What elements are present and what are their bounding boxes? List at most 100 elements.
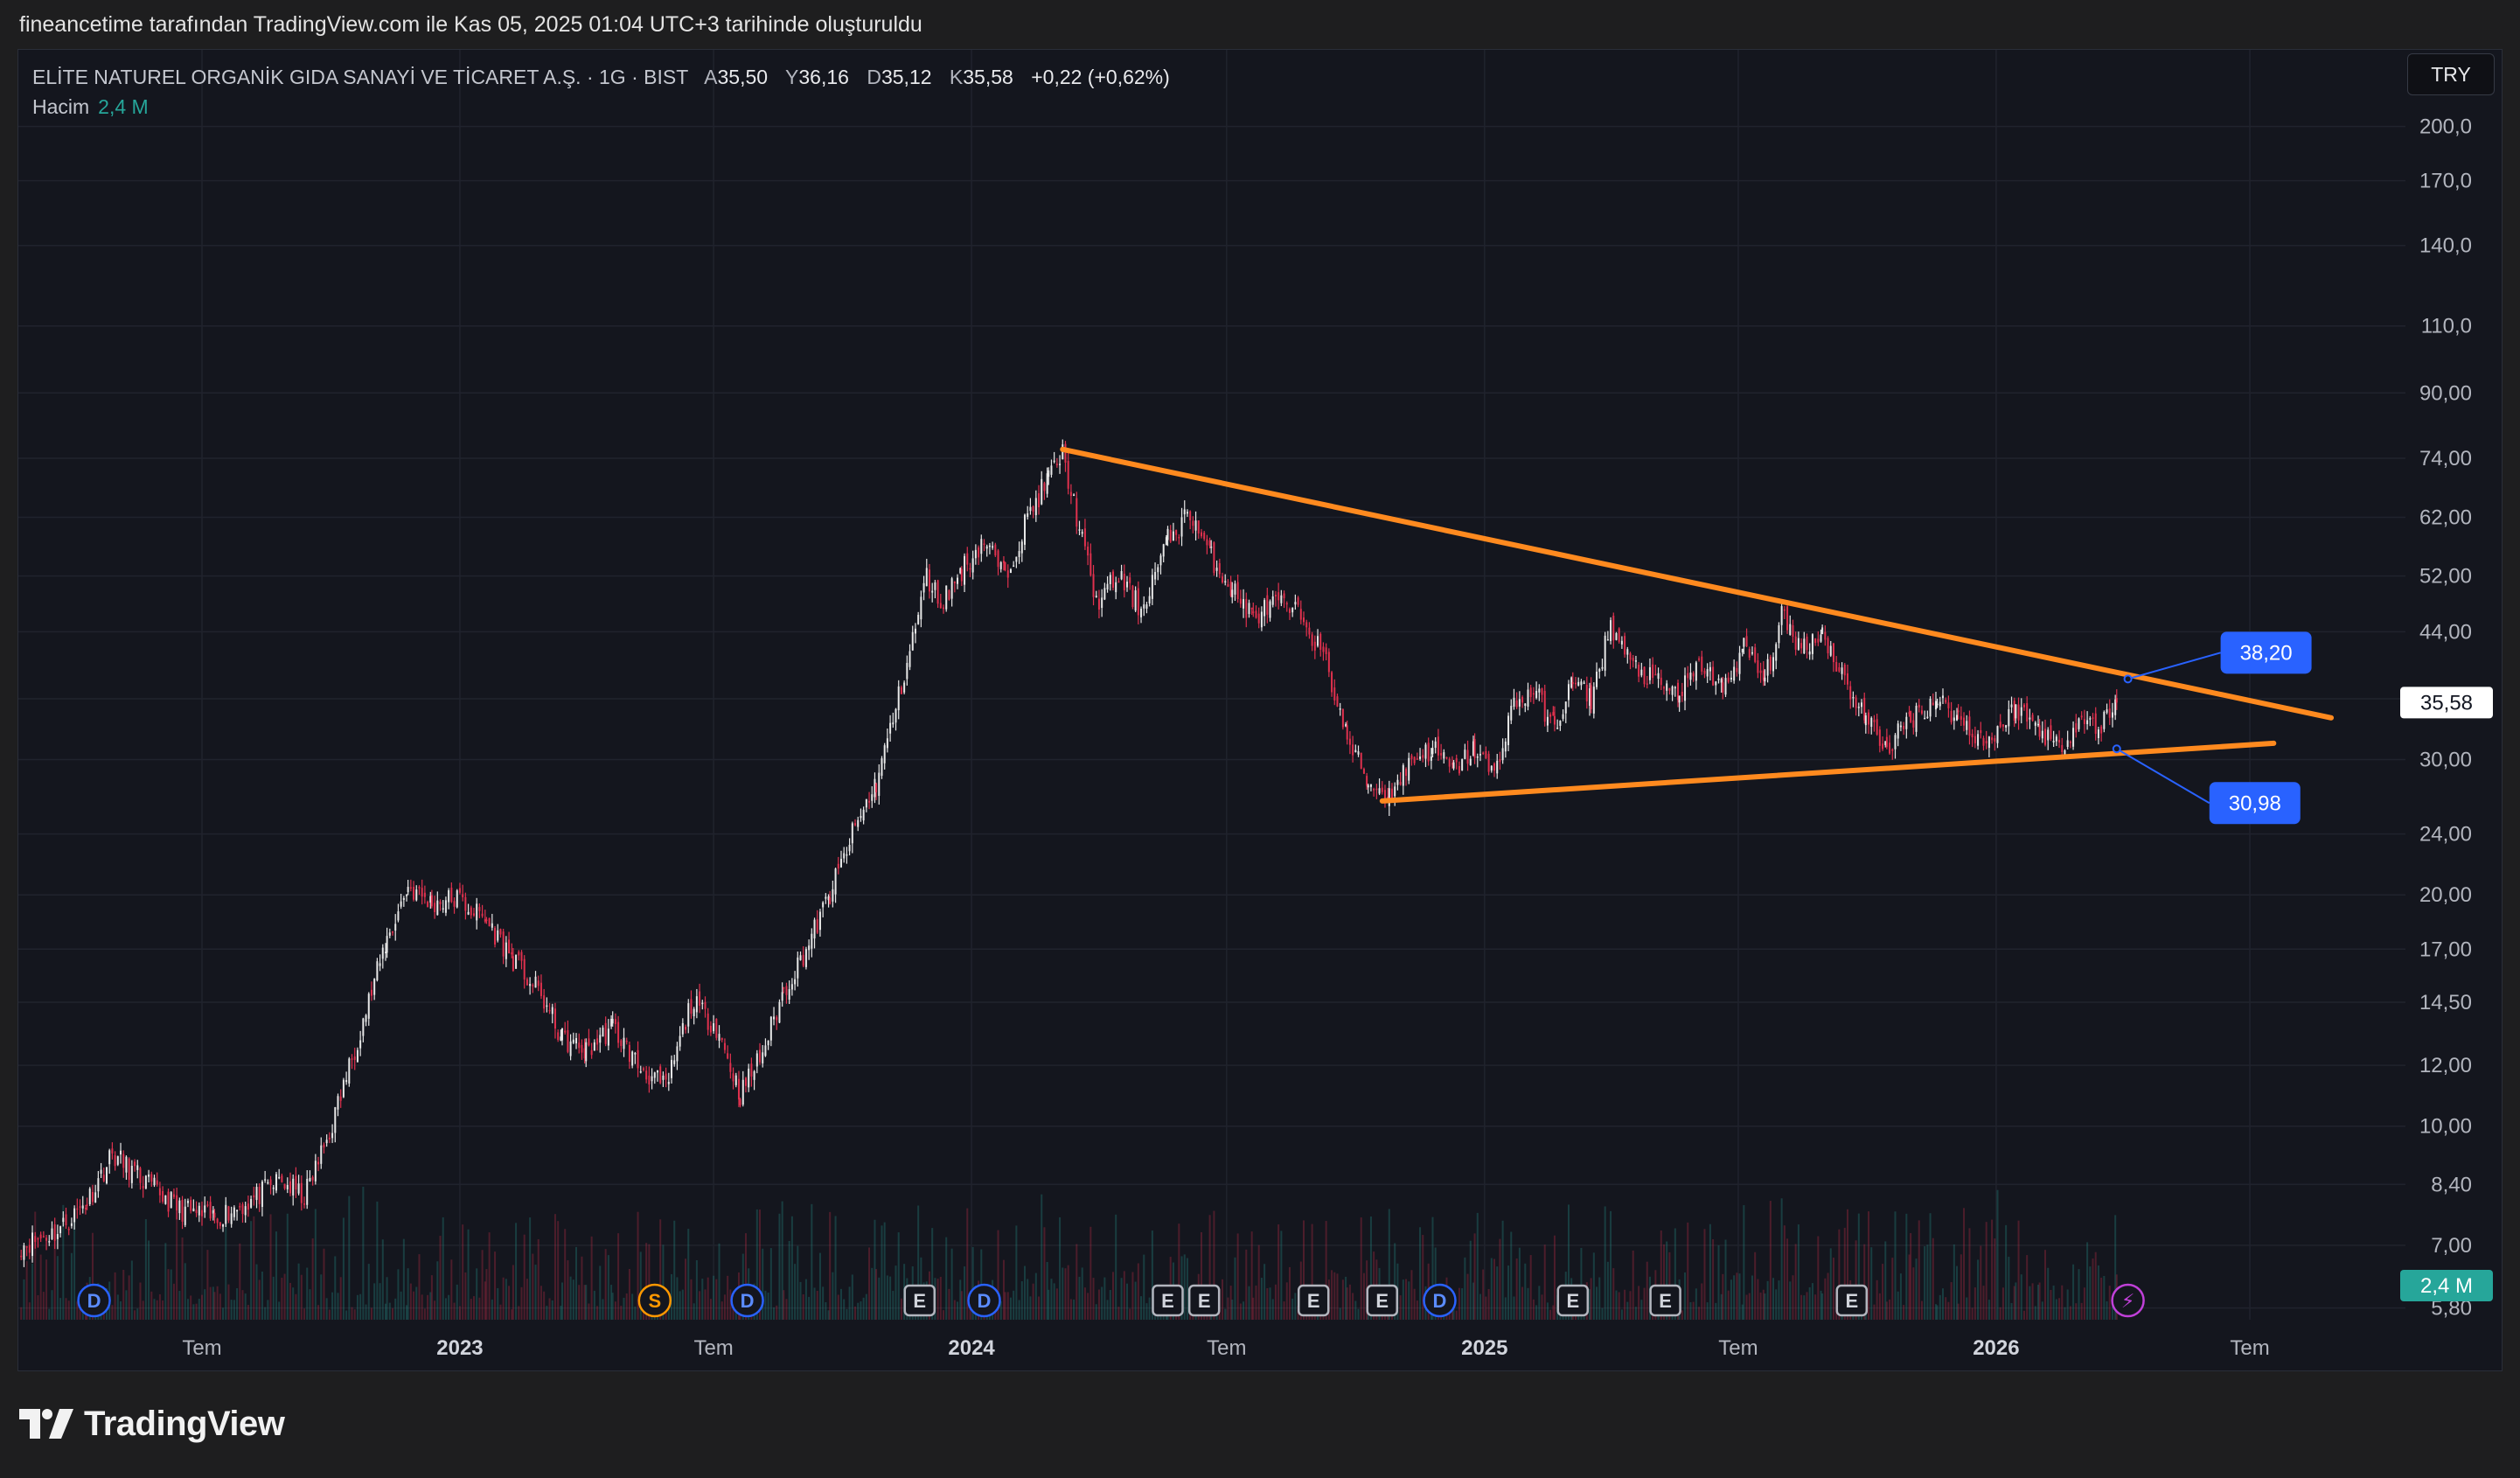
candle-body xyxy=(20,1255,23,1258)
volume-bar xyxy=(1730,1279,1732,1320)
candle-body xyxy=(985,546,988,549)
candle-body xyxy=(1165,537,1167,546)
candle-body xyxy=(1339,708,1341,710)
candle-body xyxy=(2080,715,2083,718)
candle-body xyxy=(829,897,832,904)
candle-body xyxy=(994,544,997,556)
candle-body xyxy=(148,1175,150,1177)
earnings-marker[interactable] xyxy=(903,1284,936,1317)
candle-body xyxy=(518,952,520,956)
candle-body xyxy=(966,553,969,565)
volume-bar xyxy=(1817,1236,1820,1320)
candle-body xyxy=(65,1214,67,1226)
candle-body xyxy=(1604,635,1606,671)
volume-bar xyxy=(1434,1247,1437,1320)
candle-body xyxy=(1154,572,1157,580)
candle-body xyxy=(988,545,991,547)
y-tick-label: 110,0 xyxy=(2421,315,2472,338)
volume-bar xyxy=(1280,1231,1283,1320)
volume-bar xyxy=(1224,1308,1227,1320)
volume-bar xyxy=(339,1277,342,1320)
earnings-marker[interactable] xyxy=(1366,1284,1399,1317)
candle-body xyxy=(448,889,450,903)
volume-bar xyxy=(1897,1291,1899,1320)
volume-bar xyxy=(1331,1270,1333,1320)
candle-body xyxy=(602,1028,604,1037)
candle-body xyxy=(94,1192,97,1203)
candle-body xyxy=(1366,776,1368,786)
split-marker[interactable] xyxy=(637,1283,672,1318)
dividend-marker[interactable] xyxy=(1423,1283,1457,1318)
candle-body xyxy=(1717,678,1720,680)
candle-body xyxy=(781,992,783,1001)
candle-body xyxy=(1131,585,1134,608)
candle-body xyxy=(1950,710,1953,722)
volume-bar xyxy=(1137,1263,1139,1320)
volume-bar xyxy=(548,1298,551,1320)
earnings-marker[interactable] xyxy=(1297,1284,1330,1317)
volume-bar xyxy=(701,1279,704,1320)
trendline-upper[interactable] xyxy=(1060,446,2335,721)
candle-body xyxy=(1596,672,1598,687)
candle-body xyxy=(1175,529,1178,535)
trendline-lower[interactable] xyxy=(1379,740,2277,804)
candle-body xyxy=(1322,646,1325,652)
dividend-marker[interactable] xyxy=(77,1283,111,1318)
volume-bar xyxy=(1905,1213,1908,1320)
price-tag-box[interactable] xyxy=(2209,782,2301,825)
symbol-title[interactable]: ELİTE NATUREL ORGANİK GIDA SANAYİ VE TİC… xyxy=(32,66,689,88)
candle-body xyxy=(1876,719,1878,735)
candle-body xyxy=(1424,744,1427,759)
candle-body xyxy=(198,1205,200,1216)
volume-bar xyxy=(588,1303,590,1320)
candle-body xyxy=(1684,675,1687,701)
volume-bar xyxy=(436,1261,439,1320)
volume-bar xyxy=(448,1294,450,1320)
candle-body xyxy=(1953,717,1955,722)
price-tag-box[interactable] xyxy=(2220,631,2312,674)
price-tag-anchor[interactable] xyxy=(2123,674,2133,684)
price-tag-anchor[interactable] xyxy=(2112,744,2121,754)
volume-bar xyxy=(797,1245,799,1320)
volume-bar xyxy=(1629,1291,1632,1320)
earnings-marker[interactable] xyxy=(1649,1284,1681,1317)
volume-bar xyxy=(292,1287,295,1320)
currency-button[interactable]: TRY xyxy=(2407,53,2495,95)
candle-body xyxy=(1206,539,1208,546)
volume-bar xyxy=(348,1196,351,1320)
candle-body xyxy=(91,1192,94,1203)
candle-body xyxy=(144,1175,147,1189)
candle-body xyxy=(1203,533,1206,540)
volume-bar xyxy=(1855,1240,1857,1320)
volume-bar xyxy=(281,1277,283,1320)
earnings-marker[interactable] xyxy=(1835,1284,1869,1317)
earnings-marker[interactable] xyxy=(1556,1284,1590,1317)
candle-body xyxy=(1004,562,1006,570)
tradingview-logo[interactable]: TradingView xyxy=(19,1403,285,1445)
chart-panel[interactable]: 38,20 30,98 200,0 170,0 140,0 110,0 90,00 74,0… xyxy=(17,49,2503,1371)
dividend-marker[interactable] xyxy=(730,1283,764,1318)
close-label: K xyxy=(949,66,964,88)
candle-body xyxy=(1234,583,1236,595)
candle-body xyxy=(1227,584,1229,587)
candle-body xyxy=(1218,562,1221,575)
volume-bar xyxy=(943,1310,945,1320)
candle-body xyxy=(871,794,874,801)
volume-bar xyxy=(1469,1240,1472,1320)
volume-bar xyxy=(1034,1272,1037,1320)
volume-bar xyxy=(184,1263,186,1320)
candle-body xyxy=(1846,673,1848,685)
candle-body xyxy=(219,1222,221,1226)
volume-bar xyxy=(272,1276,275,1320)
earnings-marker[interactable] xyxy=(1187,1284,1221,1317)
candle-body xyxy=(1783,609,1786,611)
earnings-marker[interactable] xyxy=(1152,1284,1184,1317)
candle-body xyxy=(2029,717,2031,720)
candle-body xyxy=(181,1199,184,1222)
lightning-marker[interactable] xyxy=(2111,1283,2145,1318)
volume-bar xyxy=(2058,1298,2061,1320)
volume-bar xyxy=(1183,1254,1186,1320)
dividend-marker[interactable] xyxy=(967,1283,1001,1318)
volume-bar xyxy=(444,1298,447,1320)
